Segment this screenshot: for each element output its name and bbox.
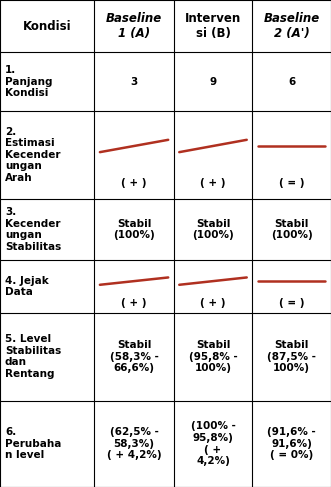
Text: Baseline
2 (A'): Baseline 2 (A') xyxy=(263,12,320,40)
Text: 6: 6 xyxy=(288,76,295,87)
Text: Kondisi: Kondisi xyxy=(23,19,71,33)
Text: 6.
Perubaha
n level: 6. Perubaha n level xyxy=(5,427,61,460)
Text: ( = ): ( = ) xyxy=(279,178,305,188)
Text: Stabil
(100%): Stabil (100%) xyxy=(271,219,312,240)
Text: 5. Level
Stabilitas
dan
Rentang: 5. Level Stabilitas dan Rentang xyxy=(5,334,61,379)
Text: (62,5% -
58,3%)
( + 4,2%): (62,5% - 58,3%) ( + 4,2%) xyxy=(107,427,162,460)
Text: Stabil
(100%): Stabil (100%) xyxy=(192,219,234,240)
Text: 9: 9 xyxy=(210,76,216,87)
Text: Stabil
(100%): Stabil (100%) xyxy=(113,219,155,240)
Text: ( + ): ( + ) xyxy=(200,178,226,188)
Text: ( + ): ( + ) xyxy=(121,298,147,308)
Text: Interven
si (B): Interven si (B) xyxy=(185,12,241,40)
Text: 2.
Estimasi
Kecender
ungan
Arah: 2. Estimasi Kecender ungan Arah xyxy=(5,127,61,183)
Text: Baseline
1 (A): Baseline 1 (A) xyxy=(106,12,162,40)
Text: 3: 3 xyxy=(130,76,138,87)
Text: 4. Jejak
Data: 4. Jejak Data xyxy=(5,276,49,297)
Text: (100% -
95,8%)
( +
4,2%): (100% - 95,8%) ( + 4,2%) xyxy=(191,421,235,466)
Text: (91,6% -
91,6%)
( = 0%): (91,6% - 91,6%) ( = 0%) xyxy=(267,427,316,460)
Text: 1.
Panjang
Kondisi: 1. Panjang Kondisi xyxy=(5,65,53,98)
Text: Stabil
(58,3% -
66,6%): Stabil (58,3% - 66,6%) xyxy=(110,340,159,373)
Text: 3.
Kecender
ungan
Stabilitas: 3. Kecender ungan Stabilitas xyxy=(5,207,61,252)
Text: Stabil
(87,5% -
100%): Stabil (87,5% - 100%) xyxy=(267,340,316,373)
Text: Stabil
(95,8% -
100%): Stabil (95,8% - 100%) xyxy=(189,340,237,373)
Text: ( + ): ( + ) xyxy=(121,178,147,188)
Text: ( = ): ( = ) xyxy=(279,298,305,308)
Text: ( + ): ( + ) xyxy=(200,298,226,308)
